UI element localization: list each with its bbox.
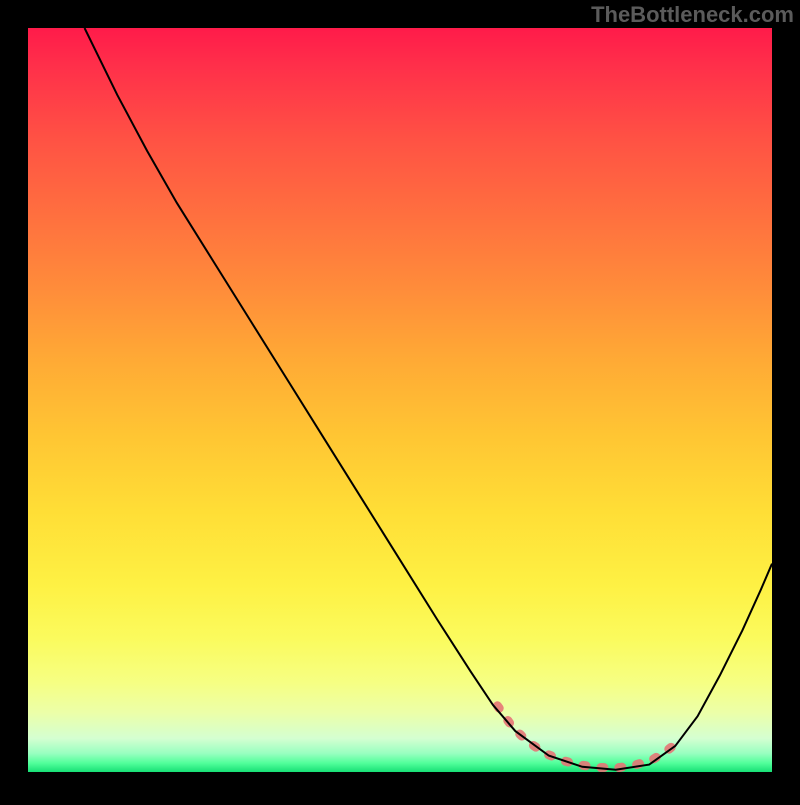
chart-plot-area bbox=[28, 28, 772, 772]
bottleneck-chart bbox=[0, 0, 800, 800]
chart-svg bbox=[0, 0, 800, 800]
watermark-text: TheBottleneck.com bbox=[591, 2, 794, 28]
